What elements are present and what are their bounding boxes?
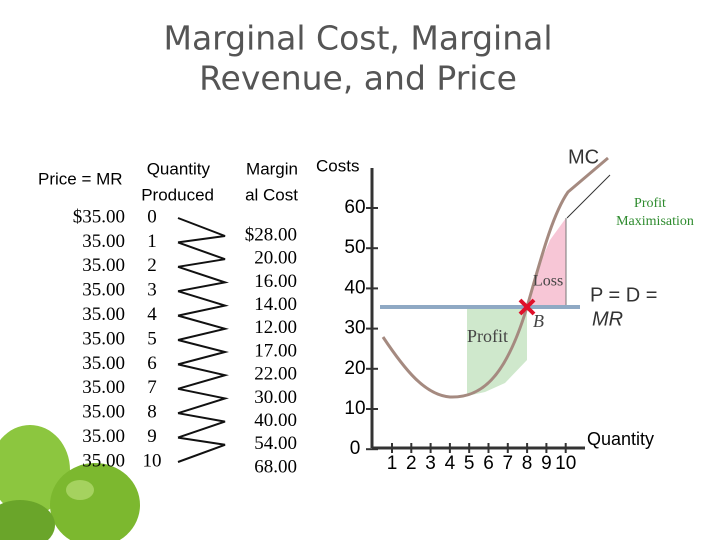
- price-label: MR: [592, 308, 623, 330]
- equilibrium-marker: [518, 298, 536, 316]
- x-tick-label: 1: [387, 453, 398, 474]
- mc-cell: 54.00: [254, 433, 297, 454]
- quantity-cell: 3: [147, 280, 157, 301]
- x-tick-label: 10: [555, 453, 576, 474]
- price-cell: 35.00: [82, 402, 125, 423]
- quantity-cell: 7: [147, 377, 157, 398]
- x-tick-label: 3: [425, 453, 436, 474]
- quantity-cell: 5: [147, 328, 157, 349]
- y-tick-label: 60: [344, 197, 365, 218]
- header: Quantity: [147, 159, 211, 178]
- mc-cell: 17.00: [254, 340, 297, 361]
- price-cell: 35.00: [82, 304, 125, 325]
- loss-area: [527, 218, 566, 307]
- mc-cell: 16.00: [254, 271, 297, 292]
- y-tick-label: 0: [350, 438, 361, 459]
- connector: [177, 290, 229, 317]
- connector: [177, 339, 229, 366]
- quantity-cell: 1: [147, 231, 157, 252]
- header: al Cost: [245, 185, 298, 204]
- mc-cell: 22.00: [254, 364, 297, 385]
- header: Produced: [141, 185, 214, 204]
- y-tick-label: 20: [344, 358, 365, 379]
- curve-label: MC: [568, 146, 599, 168]
- callout: Maximisation: [616, 214, 694, 229]
- graph: Costs Quantity MC Profit Maximisation Lo…: [316, 146, 694, 450]
- title: Marginal Cost, Marginal: [163, 19, 552, 58]
- header: Margin: [246, 159, 298, 178]
- y-tick-label: 10: [344, 398, 365, 419]
- y-tick-label: 40: [344, 277, 365, 298]
- price-cell: 35.00: [82, 450, 125, 471]
- callout-line: [566, 174, 611, 219]
- quantity-cell: 2: [147, 255, 157, 276]
- mc-cell: 20.00: [254, 248, 297, 269]
- apples: [0, 425, 140, 540]
- x-tick-label: 4: [445, 453, 456, 474]
- price-cell: 35.00: [82, 280, 125, 301]
- quantity-cell: 0: [147, 206, 157, 227]
- price-cell: 35.00: [82, 255, 125, 276]
- point-label: B: [533, 311, 544, 331]
- price-cell: 35.00: [82, 426, 125, 447]
- x-tick-label: 6: [483, 453, 494, 474]
- quantity-cell: 6: [147, 353, 157, 374]
- connector: [177, 265, 229, 293]
- table: Price = MR Quantity Produced Margin al C…: [38, 159, 298, 204]
- x-tick-label: 7: [503, 453, 514, 474]
- profit-area: [467, 307, 527, 396]
- y-tick-label: 50: [344, 237, 365, 258]
- title: Revenue, and Price: [199, 59, 517, 98]
- connector: [177, 436, 226, 463]
- x-axis-label: Quantity: [587, 429, 654, 449]
- mc-cell: $28.00: [245, 224, 297, 245]
- connector: [177, 314, 229, 341]
- x-tick-label: 9: [541, 453, 552, 474]
- connector: [177, 412, 226, 439]
- mc-cell: 12.00: [254, 317, 297, 338]
- y-tick-label: 30: [344, 318, 365, 339]
- mc-cell: 14.00: [254, 294, 297, 315]
- price-cell: 35.00: [82, 231, 125, 252]
- y-axis-label: Costs: [316, 156, 359, 175]
- quantity-cell: 8: [147, 402, 157, 423]
- connector: [177, 241, 226, 268]
- connector: [177, 217, 226, 244]
- quantity-cell: 9: [147, 426, 157, 447]
- mc-cell: 30.00: [254, 387, 297, 408]
- header: Price = MR: [38, 169, 123, 188]
- x-tick-label: 2: [406, 453, 417, 474]
- price-cell: 35.00: [82, 353, 125, 374]
- mc-cell: 40.00: [254, 410, 297, 431]
- connector: [177, 363, 229, 390]
- callout: Profit: [634, 196, 666, 211]
- price-cell: 35.00: [82, 377, 125, 398]
- price-cell: 35.00: [82, 328, 125, 349]
- price-cell: $35.00: [73, 206, 125, 227]
- x-tick-label: 5: [464, 453, 475, 474]
- x-tick-label: 8: [522, 453, 533, 474]
- quantity-cell: 4: [147, 304, 157, 325]
- price-label: P = D =: [590, 284, 657, 306]
- loss-label: Loss: [533, 273, 563, 290]
- quantity-cell: 10: [143, 450, 162, 471]
- mc-curve: [381, 156, 609, 399]
- profit-label: Profit: [467, 326, 508, 346]
- mc-cell: 68.00: [254, 456, 297, 477]
- connector: [177, 387, 229, 415]
